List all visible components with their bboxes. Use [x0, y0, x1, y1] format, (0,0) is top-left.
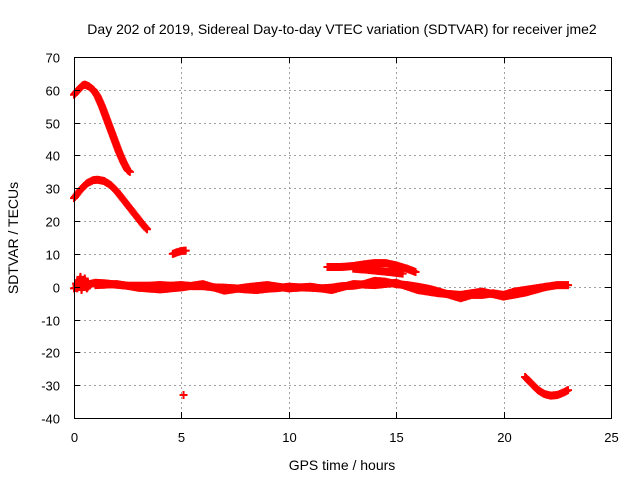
- chart-title: Day 202 of 2019, Sidereal Day-to-day VTE…: [87, 21, 597, 37]
- y-tick-label: 40: [46, 149, 60, 164]
- y-axis-label: SDTVAR / TECUs: [5, 182, 21, 294]
- plot-frame: [74, 57, 612, 419]
- y-tick-label: 70: [46, 51, 60, 66]
- data-point: [564, 281, 573, 290]
- series-short-arc-10: [168, 246, 190, 258]
- y-tick-label: 60: [46, 84, 60, 99]
- series-arc-upper-60: [70, 80, 134, 176]
- y-tick-label: 50: [46, 117, 60, 132]
- series-point-minus-33: [179, 391, 188, 400]
- x-axis-label: GPS time / hours: [289, 457, 396, 473]
- series-baseline-spread: [91, 278, 551, 301]
- data-point: [181, 246, 190, 255]
- data-point: [542, 282, 551, 291]
- grid: [74, 57, 611, 418]
- series-arc-4-mid: [349, 264, 407, 278]
- x-tick-label: 15: [389, 430, 403, 445]
- y-tick-label: 30: [46, 182, 60, 197]
- x-tick-label: 0: [71, 430, 78, 445]
- series-arc-minus-30: [521, 372, 573, 400]
- y-tick-label: 20: [46, 215, 60, 230]
- series-arc-upper-30: [70, 175, 152, 234]
- y-tick-label: -30: [41, 379, 60, 394]
- data-point: [564, 386, 573, 395]
- axis-ticks: 0 5 10 15 20 25 -40 -30 -20 -10 0 10 20 30 40 50 60 70: [41, 51, 619, 446]
- y-tick-label: -10: [41, 314, 60, 329]
- y-tick-label: -40: [41, 412, 60, 427]
- x-tick-label: 20: [497, 430, 511, 445]
- x-tick-label: 25: [604, 430, 618, 445]
- data-point: [143, 225, 152, 234]
- y-tick-label: 0: [53, 281, 60, 296]
- data-point: [411, 267, 420, 276]
- y-tick-label: 10: [46, 248, 60, 263]
- data-point: [179, 391, 188, 400]
- y-tick-label: -20: [41, 346, 60, 361]
- x-tick-label: 5: [178, 430, 185, 445]
- data-points: [70, 80, 573, 400]
- data-point: [125, 167, 134, 176]
- x-tick-label: 10: [282, 430, 296, 445]
- data-point: [398, 269, 407, 278]
